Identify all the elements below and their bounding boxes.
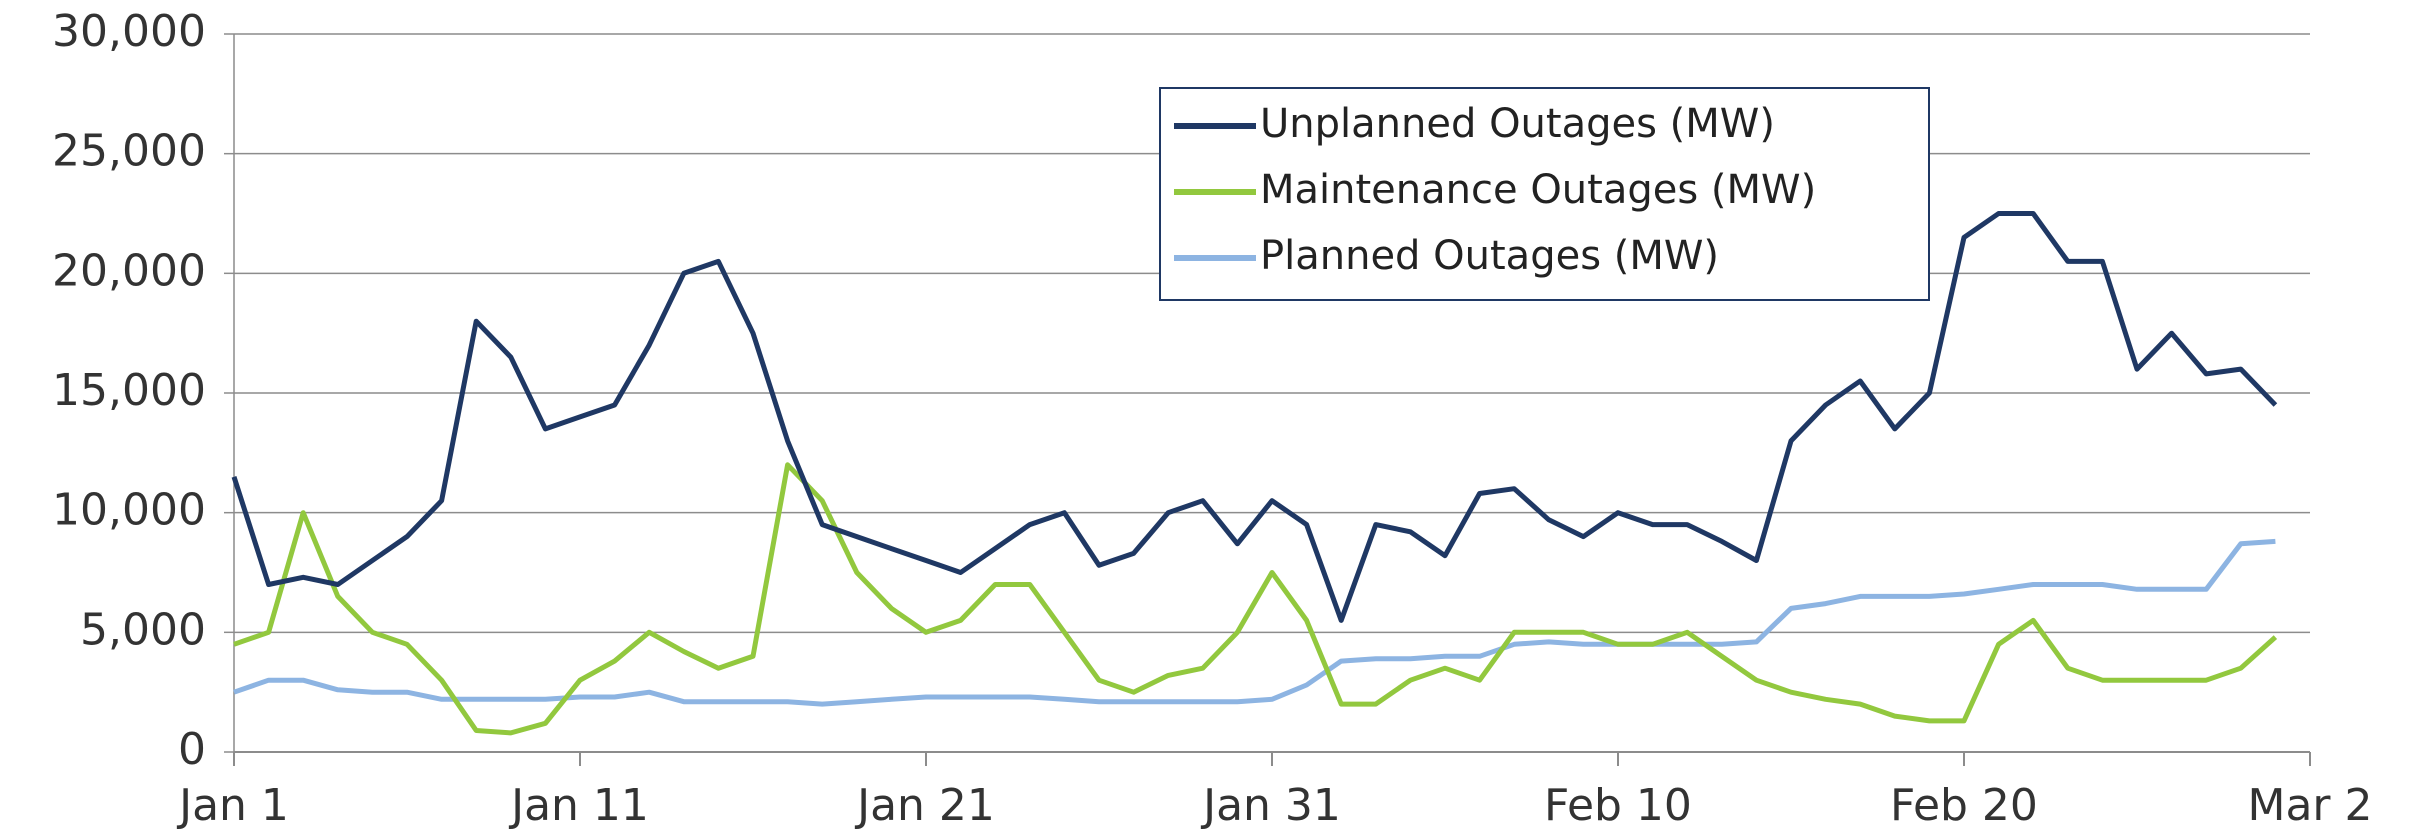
y-tick-label: 10,000 <box>52 485 206 536</box>
legend-label: Unplanned Outages (MW) <box>1260 101 1775 147</box>
y-tick-label: 15,000 <box>52 365 206 416</box>
y-tick-label: 5,000 <box>80 604 206 655</box>
legend-label: Maintenance Outages (MW) <box>1260 167 1816 213</box>
x-tick-label: Mar 2 <box>2248 780 2373 831</box>
x-tick-label: Feb 20 <box>1890 780 2038 831</box>
legend-label: Planned Outages (MW) <box>1260 233 1719 279</box>
x-tick-label: Jan 21 <box>854 780 995 831</box>
x-tick-label: Jan 1 <box>176 780 289 831</box>
legend-box <box>1159 87 1930 301</box>
series-line <box>231 211 2278 623</box>
x-tick-label: Jan 11 <box>508 780 649 831</box>
series-line <box>233 538 2276 707</box>
x-tick-label: Jan 31 <box>1200 780 1341 831</box>
series-line <box>233 462 2278 736</box>
y-tick-label: 20,000 <box>52 245 206 296</box>
y-tick-label: 0 <box>178 724 206 775</box>
y-tick-label: 25,000 <box>52 126 206 177</box>
y-tick-label: 30,000 <box>52 6 206 57</box>
x-tick-label: Feb 10 <box>1544 780 1692 831</box>
